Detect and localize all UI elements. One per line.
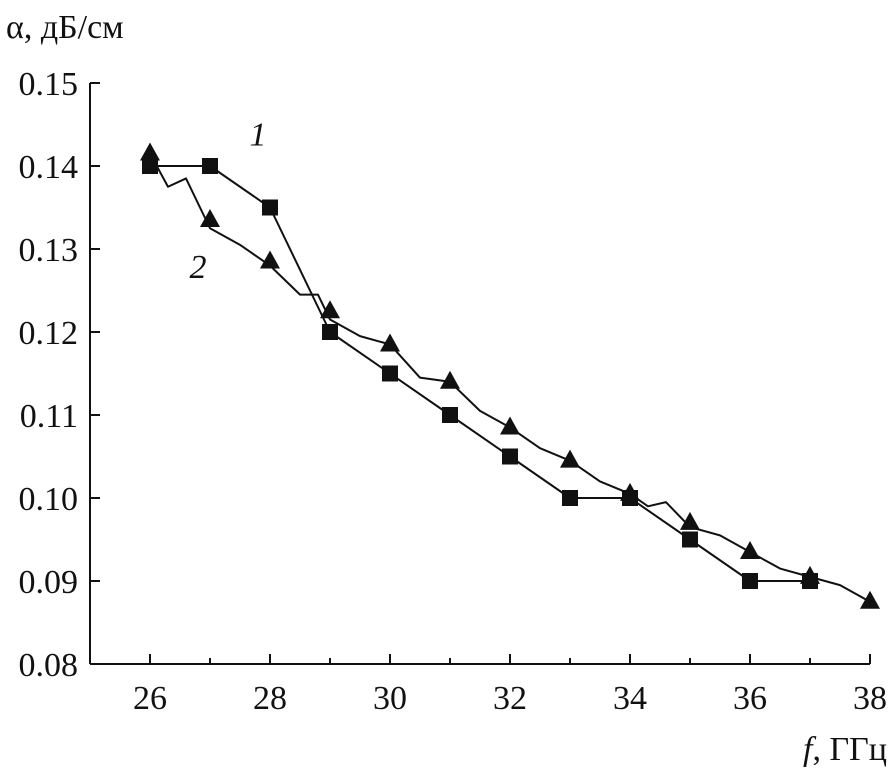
data-point-triangle — [740, 540, 760, 559]
data-point-triangle — [800, 565, 820, 584]
y-tick-label: 0.08 — [19, 647, 79, 684]
data-point-triangle — [680, 511, 700, 530]
y-tick-label: 0.10 — [19, 481, 79, 518]
series-layer — [140, 142, 880, 609]
x-tick-label: 34 — [613, 680, 647, 717]
data-point-square — [562, 490, 578, 506]
x-tick-label: 36 — [733, 680, 767, 717]
series-2-line — [149, 153, 871, 603]
data-point-triangle — [500, 416, 520, 435]
data-point-triangle — [560, 449, 580, 468]
series-1 — [142, 158, 818, 589]
y-tick-label: 0.12 — [19, 315, 79, 352]
x-tick-label: 28 — [253, 680, 287, 717]
x-tick-label: 32 — [493, 680, 527, 717]
data-point-square — [682, 531, 698, 548]
curve-label-1: 1 — [250, 116, 267, 153]
data-point-triangle — [140, 142, 160, 161]
data-point-square — [262, 199, 278, 216]
data-point-square — [742, 573, 758, 589]
x-tick-label: 30 — [373, 680, 407, 717]
data-point-triangle — [200, 208, 220, 227]
x-axis-unit: , ГГц — [812, 731, 887, 768]
x-tick-label: 38 — [853, 680, 887, 717]
data-point-triangle — [380, 333, 400, 352]
annotation-layer: 12 — [190, 116, 267, 286]
y-tick-label: 0.15 — [19, 66, 79, 103]
data-point-triangle — [860, 590, 880, 609]
y-tick-label: 0.14 — [19, 149, 79, 186]
curve-label-2: 2 — [190, 249, 207, 286]
data-point-square — [442, 407, 458, 423]
data-point-triangle — [260, 250, 280, 269]
data-point-triangle — [440, 370, 460, 389]
series-2 — [140, 142, 880, 609]
data-point-triangle — [620, 482, 640, 501]
data-point-square — [382, 365, 398, 382]
data-point-square — [502, 448, 518, 465]
x-axis-ticks: 26 28 30 32 34 36 38 — [89, 654, 887, 717]
y-axis-ticks: 0.08 0.09 0.10 0.11 0.12 0.13 0.14 0.15 — [19, 66, 100, 684]
y-tick-label: 0.11 — [20, 398, 78, 435]
data-point-square — [322, 324, 338, 340]
data-point-triangle — [320, 300, 340, 319]
y-axis-title: α, дБ/см — [6, 9, 124, 46]
x-tick-label: 26 — [133, 680, 167, 717]
series-1-line — [150, 165, 810, 582]
axes — [89, 83, 870, 665]
data-point-square — [202, 158, 218, 174]
y-tick-label: 0.13 — [19, 232, 79, 269]
x-axis-title: f, ГГц — [803, 731, 887, 768]
y-tick-label: 0.09 — [19, 564, 79, 601]
